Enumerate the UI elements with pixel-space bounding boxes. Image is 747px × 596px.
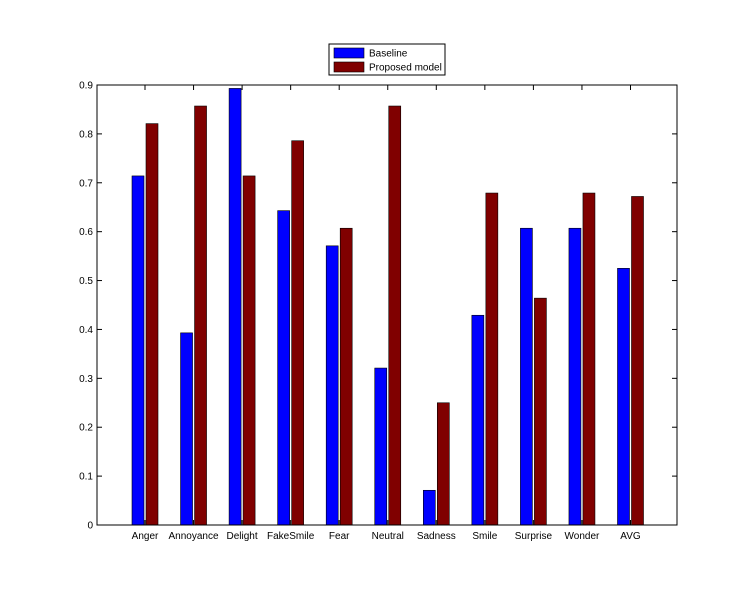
bar-baseline-wonder xyxy=(568,227,582,526)
axes-frame xyxy=(96,84,678,526)
bar-baseline-surprise xyxy=(520,227,533,526)
bar-proposed-wonder xyxy=(582,192,596,526)
x-tick-label: Smile xyxy=(472,531,497,542)
bar-baseline-avg xyxy=(617,268,630,526)
bar-proposed-sadness xyxy=(436,402,450,526)
axes: 0 0.1 0.2 0.3 0.4 0.5 0.6 0.7 0.8 0.9 Anger Annoyan… xyxy=(79,81,678,542)
y-tick-label: 0.7 xyxy=(79,178,93,189)
x-tick-label: Delight xyxy=(227,531,258,542)
bar-baseline-delight xyxy=(228,88,242,526)
bar-baseline-anger xyxy=(131,175,145,526)
y-tick-label: 0.5 xyxy=(79,276,93,287)
y-tick-label: 0.2 xyxy=(79,423,93,434)
x-tick-label: Sadness xyxy=(417,531,456,542)
legend-label: Proposed model xyxy=(369,63,442,74)
bar-proposed-surprise xyxy=(534,297,547,526)
plot-area xyxy=(131,88,644,526)
bar-proposed-fear xyxy=(339,227,353,526)
y-tick-label: 0.8 xyxy=(79,129,93,140)
y-tick-label: 0.4 xyxy=(79,325,93,336)
bar-proposed-delight xyxy=(242,175,256,526)
bar-baseline-sadness xyxy=(422,489,436,526)
bar-baseline-annoyance xyxy=(180,332,193,526)
x-tick-label: Neutral xyxy=(372,531,404,542)
bar-proposed-annoyance xyxy=(194,105,207,526)
x-tick-label: Anger xyxy=(132,531,159,542)
bar-proposed-smile xyxy=(485,192,499,526)
bar-proposed-neutral xyxy=(388,105,402,526)
bar-baseline-fear xyxy=(325,245,339,526)
x-tick-label: FakeSmile xyxy=(267,531,315,542)
bar-proposed-fakesmile xyxy=(291,140,304,526)
x-tick-label: AVG xyxy=(620,531,641,542)
y-tick-label: 0.1 xyxy=(79,472,93,483)
x-tick-label: Fear xyxy=(329,531,350,542)
legend-swatch xyxy=(333,61,365,73)
y-tick-label: 0 xyxy=(87,521,93,532)
legend-label: Baseline xyxy=(369,49,408,60)
bar-proposed-avg xyxy=(631,196,644,526)
legend-swatch xyxy=(333,47,365,59)
bar-baseline-smile xyxy=(471,314,485,526)
bar-baseline-neutral xyxy=(374,367,388,526)
y-tick-label: 0.3 xyxy=(79,374,93,385)
y-tick-label: 0.6 xyxy=(79,227,93,238)
x-tick-label: Surprise xyxy=(515,531,553,542)
x-tick-label: Wonder xyxy=(565,531,601,542)
legend: Baseline Proposed model xyxy=(328,43,446,76)
x-tick-label: Annoyance xyxy=(169,531,219,542)
bar-proposed-anger xyxy=(145,123,159,526)
y-tick-label: 0.9 xyxy=(79,81,93,92)
bar-baseline-fakesmile xyxy=(277,210,290,526)
